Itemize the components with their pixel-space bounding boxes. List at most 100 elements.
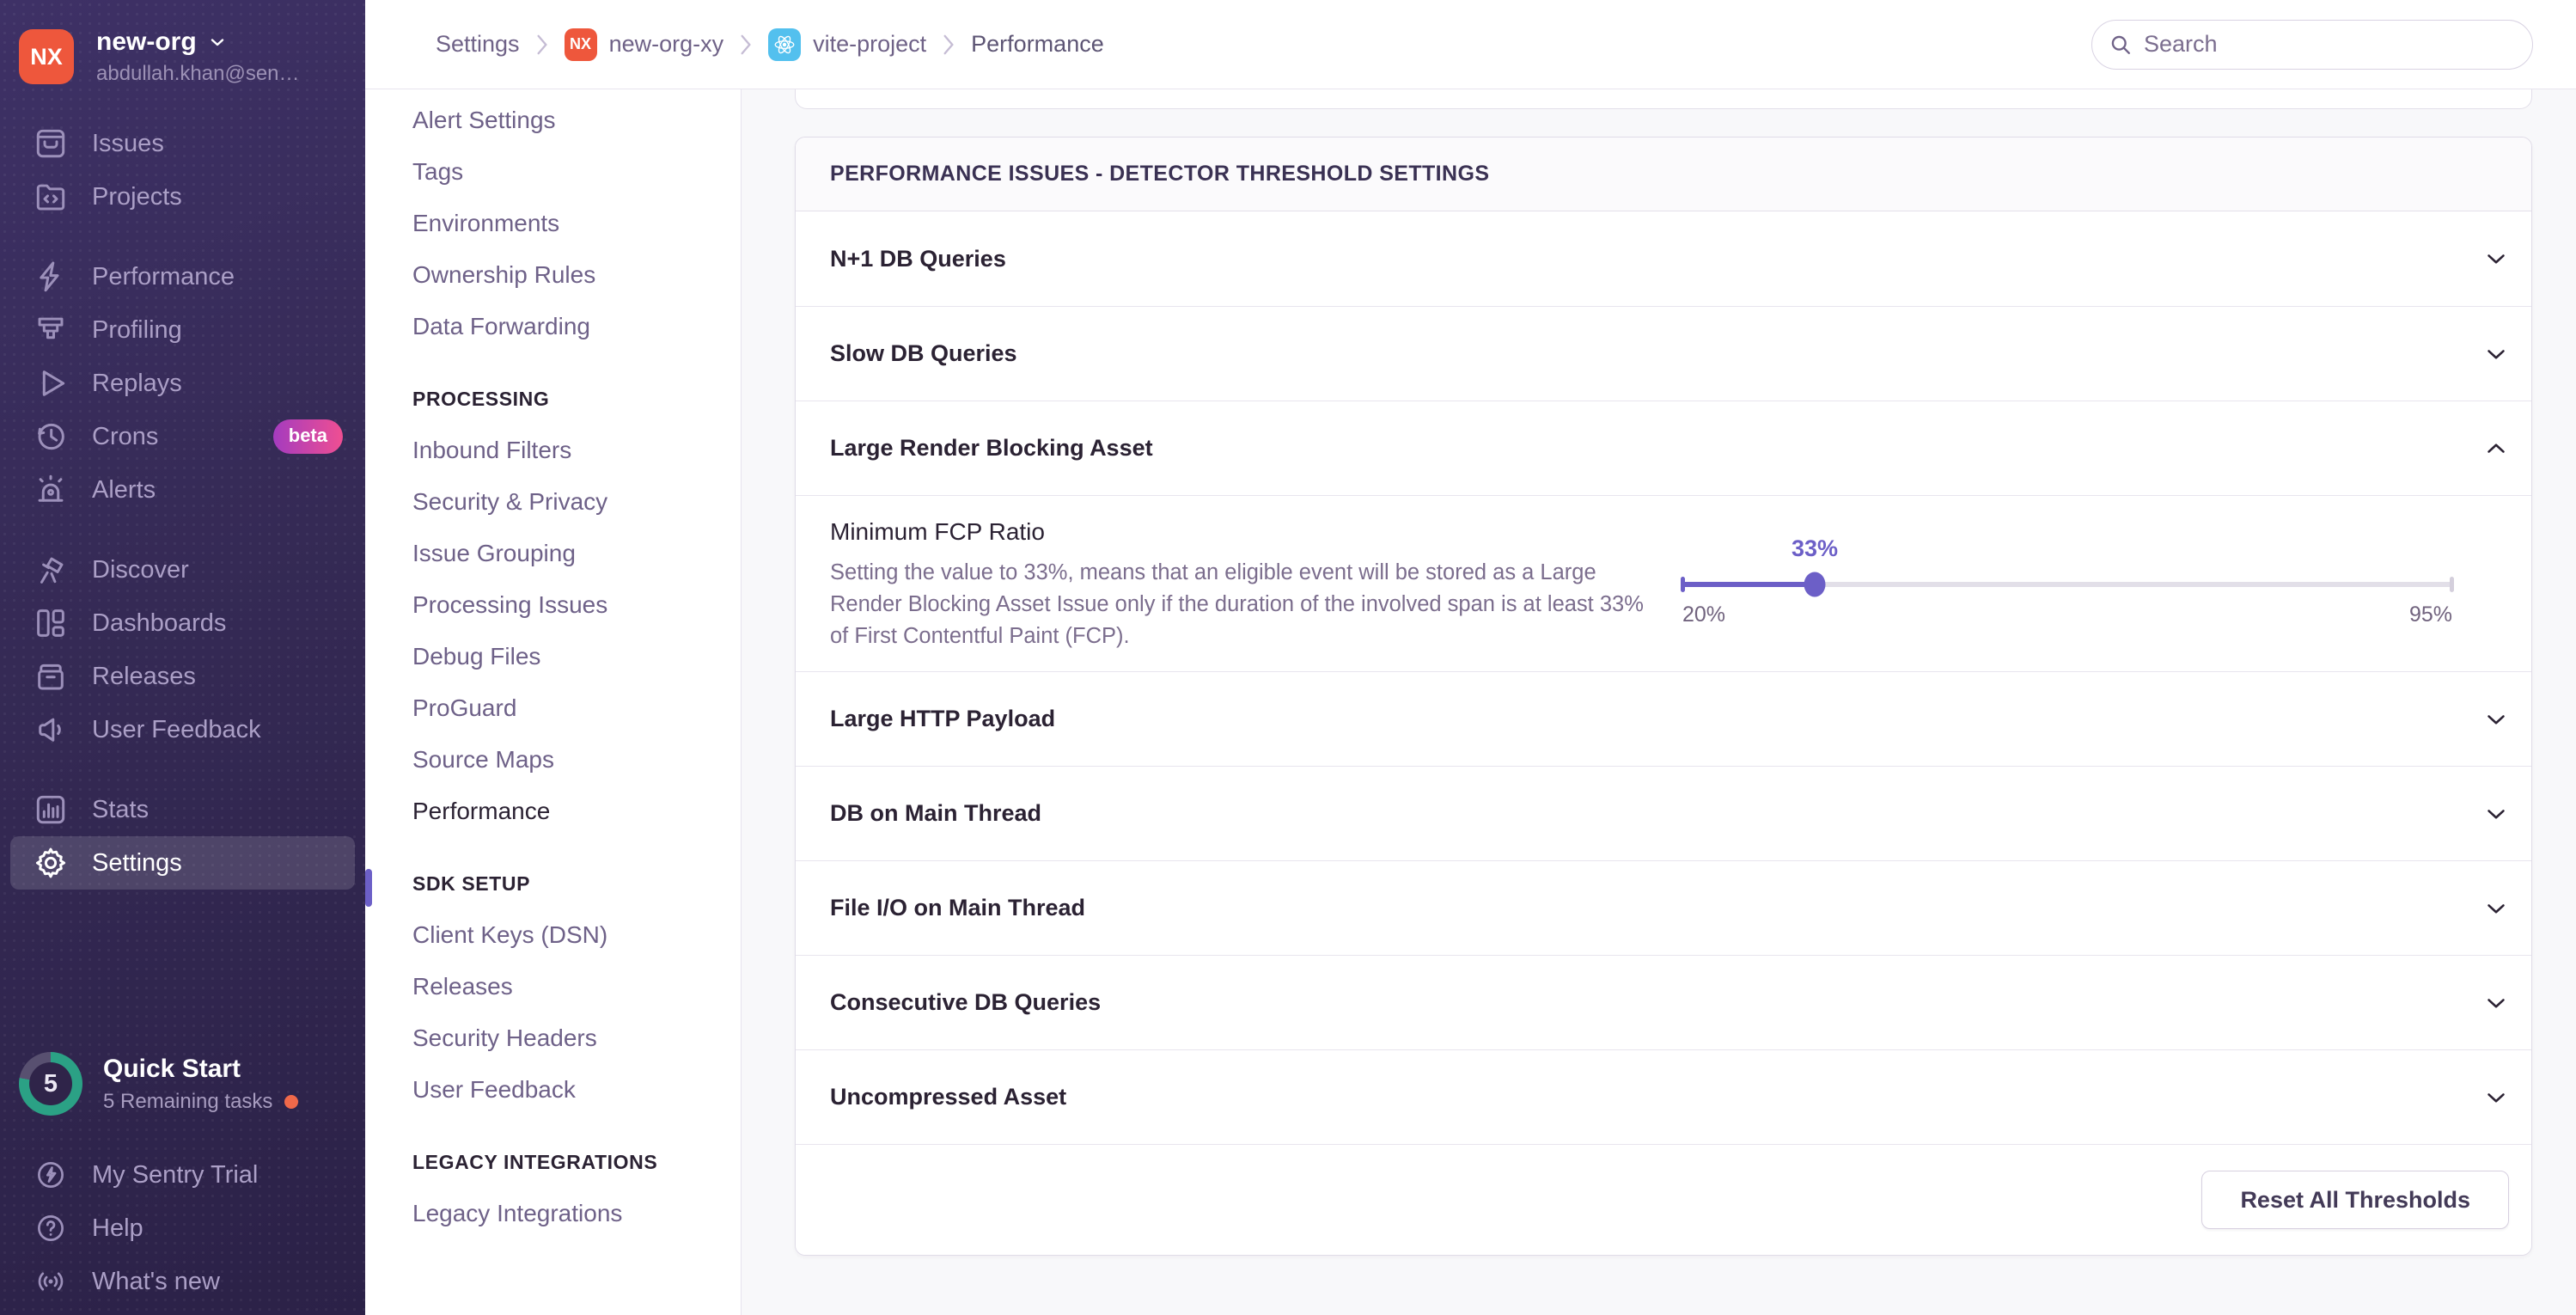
settings-nav-data-forwarding[interactable]: Data Forwarding (412, 313, 590, 339)
settings-nav-releases[interactable]: Releases (412, 973, 513, 1000)
sidebar-item-my-sentry-trial[interactable]: My Sentry Trial (10, 1148, 355, 1202)
accordion-label: Large HTTP Payload (830, 706, 1056, 731)
sidebar-item-dashboards[interactable]: Dashboards (10, 596, 355, 650)
sidebar-item-label: Issues (92, 129, 164, 157)
accordion-label: Large Render Blocking Asset (830, 435, 1153, 461)
settings-nav-legacy-integrations[interactable]: Legacy Integrations (412, 1200, 623, 1226)
settings-nav-tags[interactable]: Tags (412, 158, 464, 185)
sidebar-item-crons[interactable]: Crons beta (10, 410, 355, 463)
breadcrumb-org[interactable]: NX new-org-xy (564, 28, 723, 61)
settings-nav-security-headers[interactable]: Security Headers (412, 1024, 597, 1051)
sidebar-item-whats-new[interactable]: What's new (10, 1255, 355, 1308)
sidebar-item-label: Help (92, 1214, 143, 1242)
react-project-icon (768, 28, 802, 61)
sidebar-item-help[interactable]: Help (10, 1202, 355, 1255)
settings-nav-ownership-rules[interactable]: Ownership Rules (412, 261, 596, 288)
settings-nav: Alert Settings Tags Environments Ownersh… (365, 89, 742, 1315)
accordion-row-large-render-blocking-asset[interactable]: Large Render Blocking Asset (796, 401, 2531, 495)
settings-nav-processing-issues[interactable]: Processing Issues (412, 591, 608, 618)
quick-start-progress-ring: 5 (19, 1052, 82, 1116)
sidebar-item-label: What's new (92, 1267, 220, 1295)
settings-nav-issue-grouping[interactable]: Issue Grouping (412, 540, 576, 566)
sidebar-item-label: User Feedback (92, 715, 261, 743)
profiling-icon (33, 312, 69, 348)
sidebar-item-label: Crons (92, 422, 159, 450)
breadcrumb-project[interactable]: vite-project (768, 28, 926, 61)
quick-start-count: 5 (43, 1069, 58, 1098)
performance-icon (33, 259, 69, 295)
broadcast-icon (33, 1263, 69, 1300)
accordion-row-consecutive-db-queries[interactable]: Consecutive DB Queries (796, 955, 2531, 1049)
accordion-row-db-on-main-thread[interactable]: DB on Main Thread (796, 766, 2531, 860)
accordion-label: Slow DB Queries (830, 340, 1017, 366)
panel-footer: Reset All Thresholds (796, 1144, 2531, 1255)
primary-sidebar: NX new-org abdullah.khan@sen… Issues Pro… (0, 0, 365, 1315)
accordion-row-file-io-on-main-thread[interactable]: File I/O on Main Thread (796, 860, 2531, 955)
crons-icon (33, 419, 69, 455)
sidebar-item-label: My Sentry Trial (92, 1160, 259, 1189)
accordion-row-slow-db-queries[interactable]: Slow DB Queries (796, 306, 2531, 401)
breadcrumb-settings[interactable]: Settings (436, 31, 520, 57)
slider-thumb[interactable] (1804, 572, 1826, 597)
replays-icon (33, 365, 69, 401)
accordion-label: DB on Main Thread (830, 800, 1042, 826)
search-input[interactable] (2091, 19, 2533, 70)
org-switcher[interactable]: NX new-org abdullah.khan@sen… (0, 0, 365, 86)
chevron-down-icon (2481, 705, 2511, 734)
settings-nav-inbound-filters[interactable]: Inbound Filters (412, 437, 572, 463)
sidebar-item-profiling[interactable]: Profiling (10, 303, 355, 357)
settings-nav-security-privacy[interactable]: Security & Privacy (412, 488, 608, 515)
sidebar-item-replays[interactable]: Replays (10, 357, 355, 410)
notification-dot (284, 1094, 299, 1109)
accordion-label: N+1 DB Queries (830, 245, 1006, 272)
discover-icon (33, 552, 69, 588)
sidebar-item-alerts[interactable]: Alerts (10, 463, 355, 517)
sidebar-item-discover[interactable]: Discover (10, 543, 355, 596)
accordion-row-uncompressed-asset[interactable]: Uncompressed Asset (796, 1049, 2531, 1144)
projects-icon (33, 179, 69, 215)
sidebar-item-performance[interactable]: Performance (10, 250, 355, 303)
settings-nav-proguard[interactable]: ProGuard (412, 694, 517, 721)
sidebar-item-releases[interactable]: Releases (10, 650, 355, 703)
quick-start-subtitle: 5 Remaining tasks (103, 1089, 273, 1113)
chevron-down-icon (2481, 894, 2511, 923)
org-badge: NX (564, 28, 597, 61)
help-icon (33, 1210, 69, 1246)
sidebar-item-label: Alerts (92, 475, 156, 504)
sidebar-item-projects[interactable]: Projects (10, 170, 355, 223)
sidebar-item-user-feedback[interactable]: User Feedback (10, 703, 355, 756)
org-avatar: NX (19, 29, 74, 84)
user-feedback-icon (33, 712, 69, 748)
chevron-down-icon (2481, 1083, 2511, 1112)
chevron-right-icon (942, 34, 955, 56)
chevron-down-icon (2481, 244, 2511, 273)
accordion-row-large-http-payload[interactable]: Large HTTP Payload (796, 671, 2531, 766)
main-column: Settings NX new-org-xy vite-project Perf… (365, 0, 2576, 1315)
sidebar-item-label: Profiling (92, 315, 182, 344)
settings-nav-debug-files[interactable]: Debug Files (412, 643, 541, 670)
settings-nav-user-feedback[interactable]: User Feedback (412, 1076, 576, 1103)
settings-nav-heading-legacy-integrations: LEGACY INTEGRATIONS (412, 1151, 658, 1173)
settings-nav-alert-settings[interactable]: Alert Settings (412, 107, 556, 133)
reset-all-thresholds-button[interactable]: Reset All Thresholds (2201, 1171, 2509, 1229)
settings-nav-heading-sdk-setup: SDK SETUP (412, 872, 531, 895)
chevron-right-icon (535, 34, 549, 56)
settings-nav-performance[interactable]: Performance (412, 798, 551, 824)
quick-start[interactable]: 5 Quick Start 5 Remaining tasks (19, 1052, 299, 1116)
chevron-down-icon (211, 39, 223, 46)
accordion-label: Consecutive DB Queries (830, 989, 1102, 1015)
slider-track[interactable] (1681, 572, 2454, 597)
accordion-label: Uncompressed Asset (830, 1084, 1067, 1110)
sidebar-item-issues[interactable]: Issues (10, 117, 355, 170)
accordion-row-n-plus-one-db-queries[interactable]: N+1 DB Queries (796, 211, 2531, 306)
dashboards-icon (33, 605, 69, 641)
chevron-down-icon (2481, 339, 2511, 369)
settings-nav-source-maps[interactable]: Source Maps (412, 746, 554, 773)
settings-nav-client-keys[interactable]: Client Keys (DSN) (412, 921, 608, 948)
sidebar-item-stats[interactable]: Stats (10, 783, 355, 836)
sidebar-item-settings[interactable]: Settings (10, 836, 355, 890)
settings-nav-environments[interactable]: Environments (412, 210, 560, 236)
sidebar-footer: My Sentry Trial Help What's new (0, 1148, 365, 1308)
alerts-icon (33, 472, 69, 508)
sidebar-item-label: Discover (92, 555, 189, 584)
